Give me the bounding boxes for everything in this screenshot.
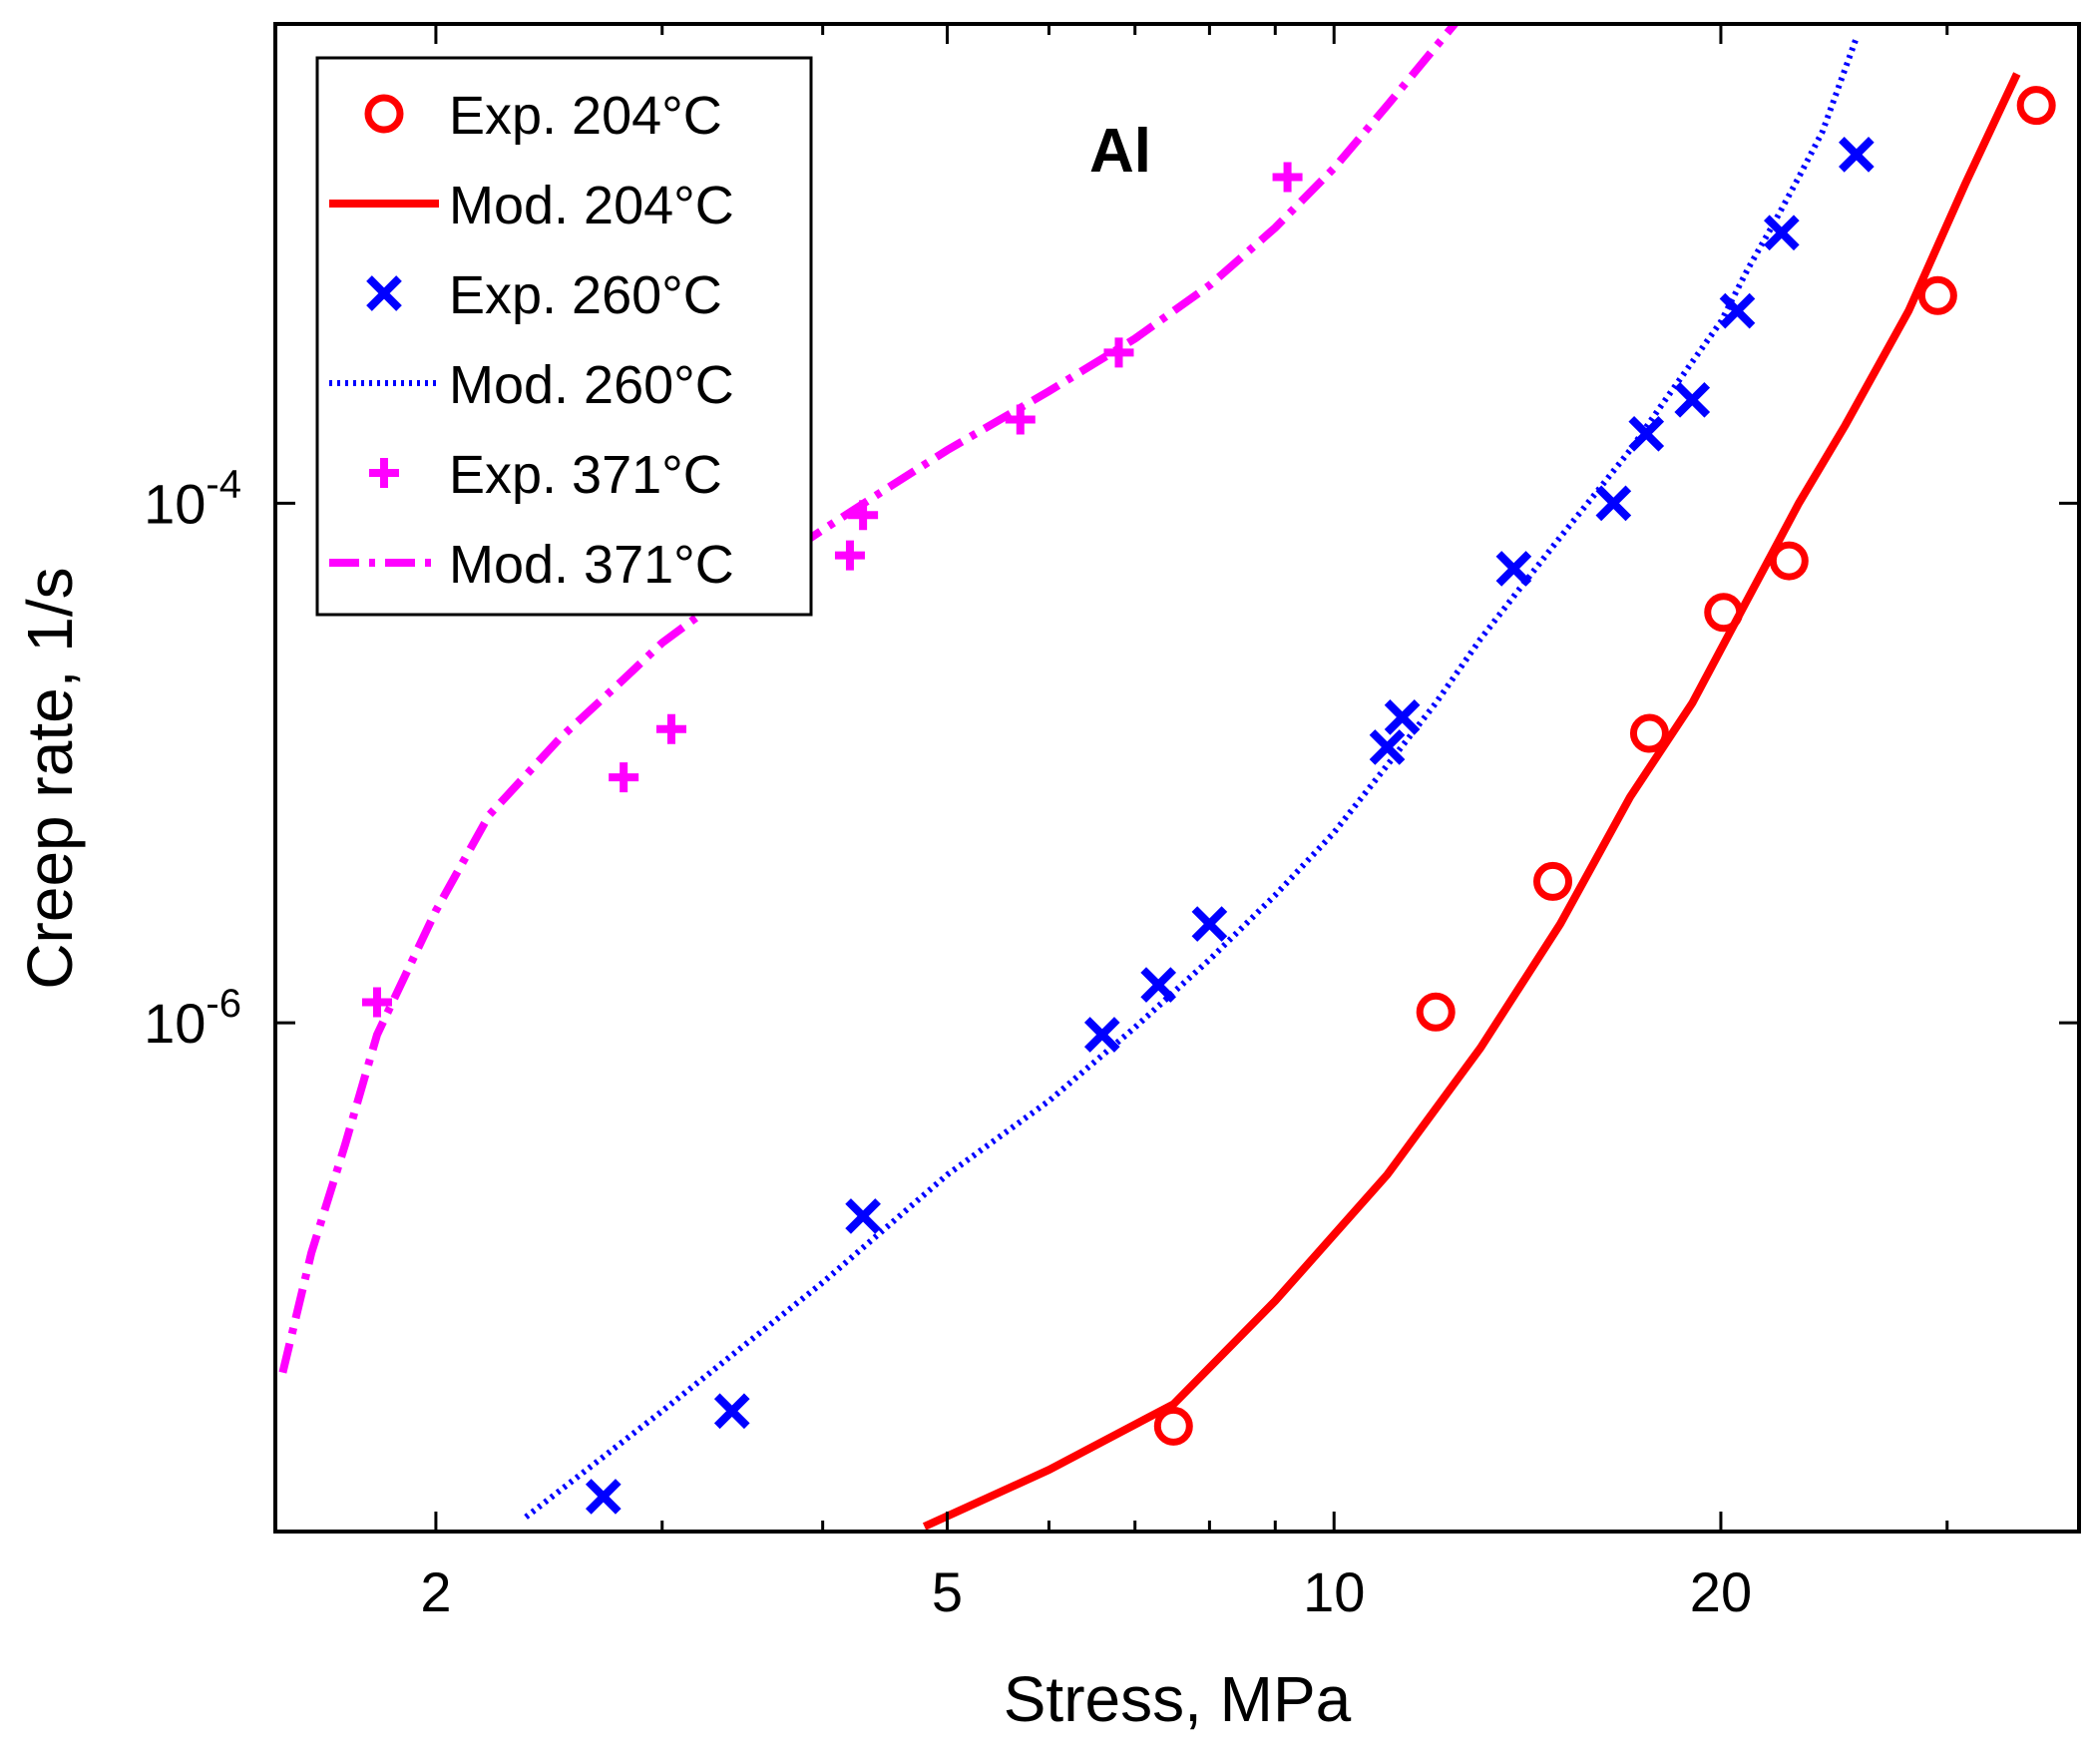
legend-item: Mod. 371°C (329, 535, 734, 595)
data-point (713, 1393, 750, 1430)
data-point (1674, 381, 1711, 418)
y-axis-title: Creep rate, 1/s (14, 567, 86, 989)
plot-frame (273, 22, 2081, 1534)
x-tick-label: 5 (932, 1560, 963, 1623)
material-annotation: Al (1089, 117, 1151, 186)
data-point (1533, 861, 1573, 901)
data-point (1719, 292, 1756, 329)
legend-item: Exp. 371°C (369, 445, 722, 505)
y-tick-label: 10-4 (144, 462, 241, 535)
data-point (1416, 992, 1456, 1032)
x-tick-label: 20 (1690, 1560, 1752, 1623)
data-point (845, 1198, 881, 1234)
data-point (585, 1479, 622, 1515)
data-point (1595, 485, 1632, 522)
legend-item: Exp. 204°C (364, 86, 722, 146)
data-point (1839, 137, 1875, 173)
model-line (922, 72, 2021, 1531)
data-point (1140, 967, 1177, 1003)
legend-item: Exp. 260°C (366, 265, 722, 325)
y-tick-label: 10-6 (144, 982, 241, 1055)
model-line (524, 36, 1860, 1520)
legend-label: Exp. 260°C (449, 265, 722, 325)
legend-item: Mod. 204°C (329, 176, 734, 235)
data-point (361, 987, 392, 1018)
legend-label: Mod. 260°C (449, 355, 734, 415)
legend-marker-swatch (369, 458, 399, 488)
data-point (834, 540, 865, 571)
data-point (1272, 162, 1303, 193)
data-point (1629, 713, 1669, 753)
data-point (1191, 906, 1228, 942)
legend-label: Exp. 204°C (449, 86, 722, 146)
legend-label: Mod. 204°C (449, 176, 734, 235)
legend-label: Mod. 371°C (449, 535, 734, 595)
data-point (609, 762, 639, 793)
legend-marker-swatch (364, 94, 404, 134)
x-tick-label: 10 (1303, 1560, 1365, 1623)
legend: Exp. 204°C Mod. 204°C Exp. 260°C Mod. 260°C… (315, 56, 813, 617)
data-point (1628, 415, 1665, 452)
data-point (655, 713, 686, 744)
legend-marker-swatch (366, 275, 402, 311)
data-point (1917, 275, 1957, 315)
data-point (1495, 551, 1532, 587)
x-axis-title: Stress, MPa (1004, 1663, 1352, 1735)
axis-ticks: 2 5 10 20 10-4 10-6 (144, 24, 2079, 1623)
x-tick-label: 2 (420, 1560, 451, 1623)
data-point (1083, 1017, 1120, 1053)
series-0 (1153, 86, 2056, 1446)
data-point (1769, 541, 1809, 581)
series-3 (524, 36, 1860, 1520)
series-1 (922, 72, 2021, 1531)
legend-item: Mod. 260°C (329, 355, 734, 415)
data-point (1153, 1406, 1193, 1446)
series-4 (361, 162, 1303, 1018)
data-point (1384, 699, 1421, 735)
data-point (2016, 86, 2056, 126)
legend-label: Exp. 371°C (449, 445, 722, 505)
legend-box (315, 56, 813, 617)
